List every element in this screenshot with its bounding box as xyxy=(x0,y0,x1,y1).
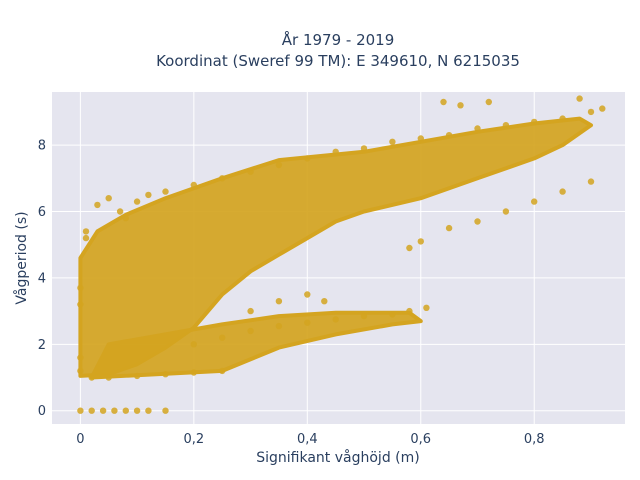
data-point xyxy=(576,95,583,102)
data-point xyxy=(190,369,197,376)
data-point xyxy=(219,175,226,182)
data-point xyxy=(440,98,447,106)
chart-title-line-2: Koordinat (Sweref 99 TM): E 349610, N 62… xyxy=(156,52,520,70)
data-point xyxy=(445,132,453,139)
data-point xyxy=(145,407,152,414)
data-point xyxy=(77,284,84,292)
data-point xyxy=(190,341,197,348)
data-point xyxy=(587,178,595,185)
data-point xyxy=(406,244,413,252)
x-tick-label: 0,4 xyxy=(297,432,318,447)
y-tick-label: 2 xyxy=(38,338,46,353)
data-point xyxy=(162,188,169,195)
data-point xyxy=(360,312,368,320)
data-point xyxy=(190,181,197,189)
data-point xyxy=(82,234,90,242)
data-point xyxy=(275,161,283,169)
data-point xyxy=(219,367,226,375)
data-point xyxy=(502,122,510,129)
data-point xyxy=(77,407,84,414)
y-axis-title: Vågperiod (s) xyxy=(13,211,30,304)
data-point xyxy=(332,148,339,155)
data-point xyxy=(82,228,90,235)
x-tick-label: 0,2 xyxy=(183,432,204,447)
x-axis-ticks: 0 0,2 0,4 0,6 0,8 xyxy=(76,432,544,447)
data-point xyxy=(275,298,283,305)
data-point xyxy=(77,354,84,361)
data-point xyxy=(417,238,424,245)
data-point xyxy=(88,374,95,381)
data-point xyxy=(304,319,311,326)
data-point xyxy=(99,407,107,414)
data-point xyxy=(133,198,141,205)
data-point xyxy=(389,138,396,145)
data-point xyxy=(360,145,368,152)
chart-title-line-1: År 1979 - 2019 xyxy=(282,30,395,49)
data-point xyxy=(133,372,141,380)
x-axis-title: Signifikant våghöjd (m) xyxy=(256,449,419,466)
data-point xyxy=(474,125,481,132)
data-point xyxy=(599,105,606,112)
data-point xyxy=(587,108,595,116)
data-points xyxy=(77,95,606,414)
data-point xyxy=(559,188,566,195)
data-point xyxy=(162,371,169,378)
data-point xyxy=(247,327,254,335)
data-point xyxy=(145,191,152,199)
data-point xyxy=(485,98,492,106)
x-tick-label: 0,6 xyxy=(410,432,431,447)
data-point xyxy=(122,407,129,414)
data-point xyxy=(531,118,538,126)
data-point xyxy=(88,407,95,414)
data-point xyxy=(122,215,129,222)
data-point xyxy=(406,307,413,315)
data-point xyxy=(219,334,226,341)
y-tick-label: 0 xyxy=(38,404,46,419)
data-point xyxy=(94,201,101,209)
data-point xyxy=(457,102,464,109)
data-point xyxy=(304,155,311,162)
data-point xyxy=(423,304,430,311)
y-tick-label: 4 xyxy=(38,271,46,286)
data-point xyxy=(531,198,538,205)
y-tick-label: 8 xyxy=(38,139,46,154)
data-point xyxy=(275,322,283,330)
y-axis-ticks: 0 2 4 6 8 xyxy=(38,139,46,420)
data-point xyxy=(77,367,84,375)
data-point xyxy=(502,208,510,215)
data-point xyxy=(247,307,254,315)
y-tick-label: 6 xyxy=(38,205,46,220)
data-point xyxy=(105,374,112,381)
data-point xyxy=(162,407,169,414)
data-point xyxy=(111,407,118,414)
data-point xyxy=(332,316,339,323)
x-tick-label: 0 xyxy=(76,432,84,447)
data-point xyxy=(247,168,254,175)
data-point xyxy=(77,301,84,308)
data-point xyxy=(445,224,453,232)
data-point xyxy=(389,311,396,318)
data-point xyxy=(116,208,124,215)
data-point xyxy=(321,298,328,305)
data-point xyxy=(133,407,141,414)
data-point xyxy=(304,291,311,298)
point-cloud xyxy=(78,116,593,378)
data-point xyxy=(105,195,112,202)
data-point xyxy=(559,115,566,122)
data-point xyxy=(417,135,424,142)
x-tick-label: 0,8 xyxy=(524,432,545,447)
data-point xyxy=(474,218,481,225)
density-bands xyxy=(78,116,593,380)
